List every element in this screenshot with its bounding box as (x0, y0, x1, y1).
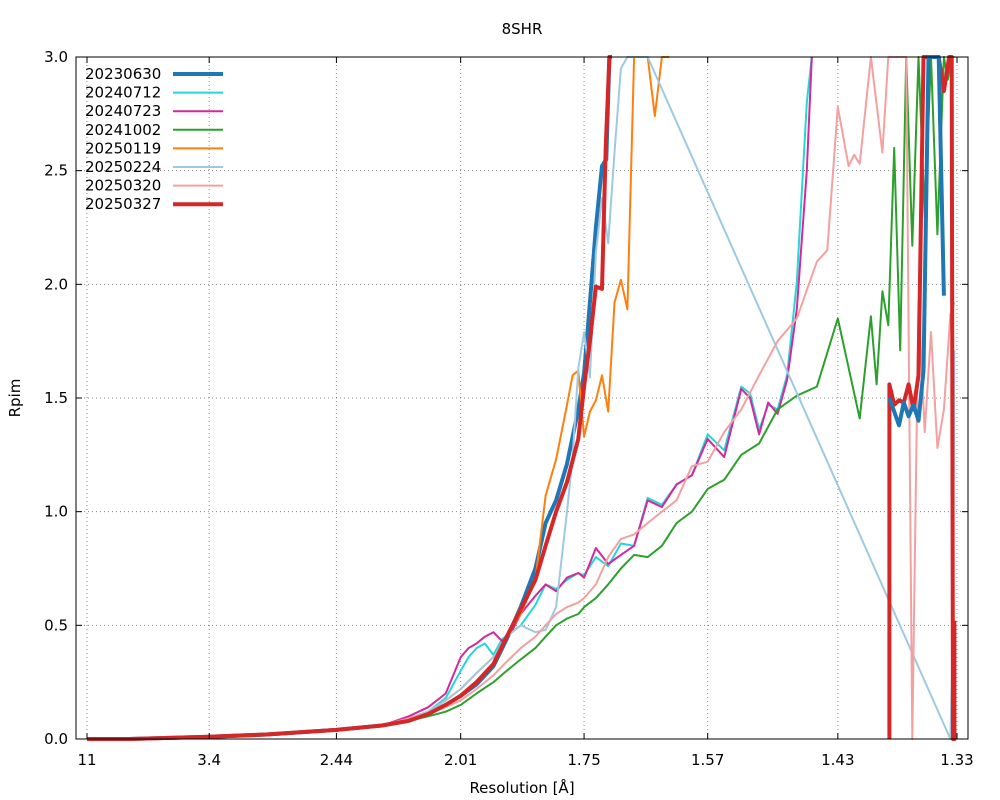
x-tick-label: 1.57 (691, 751, 724, 769)
x-tick-label: 1.75 (567, 751, 600, 769)
y-tick-label: 3.0 (44, 48, 68, 66)
series-line-20240723 (86, 56, 813, 740)
y-tick-label: 0.5 (44, 616, 68, 634)
x-tick-label: 1.33 (940, 751, 973, 769)
x-tick-label: 1.43 (821, 751, 854, 769)
axis-ticks: 0.0 0.5 1.0 1.5 2.0 2.5 3.0 11 3.4 2.44 2.01 1.75 1.… (44, 48, 974, 769)
series-line-20240712 (86, 56, 813, 740)
y-tick-label: 0.0 (44, 730, 68, 748)
x-tick-label: 11 (77, 751, 96, 769)
legend: 2023063020240712202407232024100220250119… (85, 65, 223, 213)
legend-label: 20250224 (85, 158, 161, 176)
y-tick-label: 2.5 (44, 162, 68, 180)
x-tick-label: 2.01 (444, 751, 477, 769)
series-line-20230630 (87, 55, 612, 741)
series-line-20250327 (87, 55, 612, 741)
chart-title: 8SHR (502, 20, 543, 38)
x-tick-label: 2.44 (320, 751, 353, 769)
y-axis-title: Rpim (6, 379, 24, 418)
legend-label: 20241002 (85, 121, 161, 139)
legend-label: 20250327 (85, 195, 161, 213)
legend-label: 20230630 (85, 65, 161, 83)
legend-label: 20250119 (85, 139, 161, 157)
legend-label: 20250320 (85, 177, 161, 195)
legend-label: 20240712 (85, 84, 161, 102)
legend-label: 20240723 (85, 102, 161, 120)
y-tick-label: 1.5 (44, 389, 68, 407)
series-line-20241002 (87, 56, 955, 740)
y-tick-label: 1.0 (44, 503, 68, 521)
y-tick-label: 2.0 (44, 275, 68, 293)
x-tick-label: 3.4 (197, 751, 221, 769)
x-axis-title: Resolution [Å] (469, 778, 574, 797)
